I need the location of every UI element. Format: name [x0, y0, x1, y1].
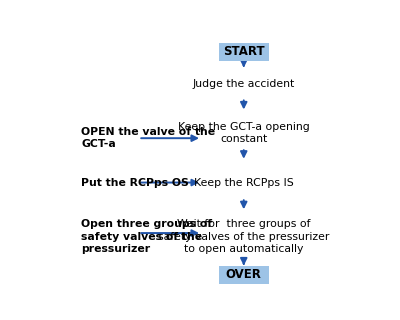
Text: OVER: OVER	[226, 268, 262, 282]
Text: Keep the RCPps IS: Keep the RCPps IS	[194, 178, 294, 188]
Text: START: START	[223, 45, 264, 59]
Text: Put the RCPps OS: Put the RCPps OS	[81, 178, 189, 188]
Text: Judge the accident: Judge the accident	[193, 79, 295, 89]
FancyBboxPatch shape	[219, 43, 268, 61]
FancyBboxPatch shape	[219, 266, 268, 284]
Text: Keep the GCT-a opening
constant: Keep the GCT-a opening constant	[178, 122, 310, 144]
Text: Wait for  three groups of
safety valves of the pressurizer
to open automatically: Wait for three groups of safety valves o…	[158, 219, 330, 254]
Text: Open three groups of
safety valves of the
pressurizer: Open three groups of safety valves of th…	[81, 219, 212, 254]
Text: OPEN the valve of the
GCT-a: OPEN the valve of the GCT-a	[81, 127, 215, 149]
